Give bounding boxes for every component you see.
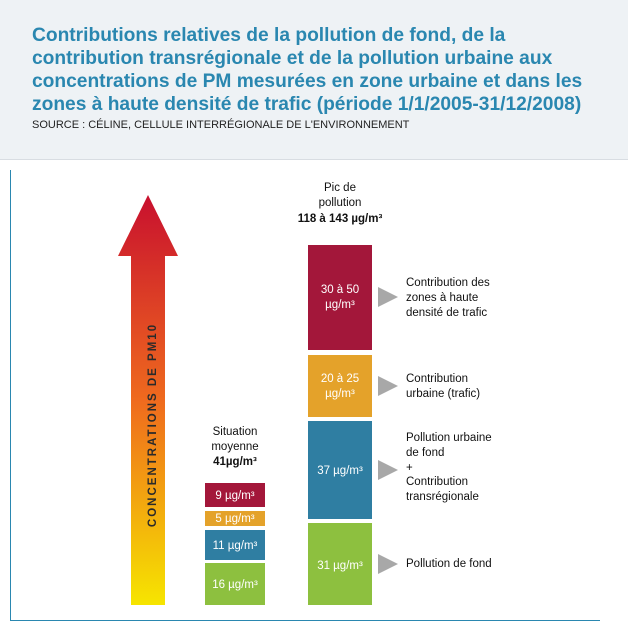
description: densité de trafic (406, 307, 487, 319)
segment-label: 11 µg/m³ (213, 540, 258, 552)
peak-title: pollution (319, 197, 362, 209)
segment (205, 530, 265, 560)
peak-title: 118 à 143 µg/m³ (298, 213, 383, 225)
segment-label: 30 à 50 (321, 284, 359, 296)
title: Contributions relatives de la pollution … (32, 25, 583, 115)
description: Contribution (406, 373, 468, 385)
source: SOURCE : CÉLINE, CELLULE INTERRÉGIONALE … (32, 119, 410, 131)
pointer (378, 460, 398, 480)
diagram: CONCENTRATIONS DE PM10 Situation moyenne… (10, 170, 600, 621)
average-title: moyenne (211, 441, 258, 453)
segment-label: 9 µg/m³ (215, 490, 254, 502)
segment-label: 31 µg/m³ (317, 560, 363, 572)
description: urbaine (trafic) (406, 388, 480, 400)
segment (308, 421, 372, 519)
segment-label: µg/m³ (325, 388, 355, 400)
segment (308, 245, 372, 350)
description: zones à haute (406, 292, 478, 304)
segment (205, 483, 265, 507)
description: + (406, 462, 413, 474)
axis-label: CONCENTRATIONS DE PM10 (147, 323, 159, 527)
description: Pollution urbaine (406, 432, 492, 444)
segment-label: 16 µg/m³ (212, 579, 258, 591)
description: Contribution (406, 476, 468, 488)
pointer (378, 554, 398, 574)
description: Contribution des (406, 277, 490, 289)
arrow (118, 195, 178, 605)
segment (205, 511, 265, 526)
peak-title: Pic de (324, 182, 356, 194)
segment-label: 5 µg/m³ (215, 513, 254, 525)
segment (308, 355, 372, 417)
average-title: Situation (213, 426, 258, 438)
segment-label: 20 à 25 (321, 373, 359, 385)
description: transrégionale (406, 491, 479, 503)
description: Pollution de fond (406, 558, 492, 570)
average-title: 41µg/m³ (213, 456, 257, 468)
header: Contributions relatives de la pollution … (0, 0, 628, 160)
segment (308, 523, 372, 605)
description: de fond (406, 447, 444, 459)
segment (205, 563, 265, 605)
pointer (378, 376, 398, 396)
pointer (378, 287, 398, 307)
segment-label: 37 µg/m³ (317, 465, 363, 477)
segment-label: µg/m³ (325, 299, 355, 311)
